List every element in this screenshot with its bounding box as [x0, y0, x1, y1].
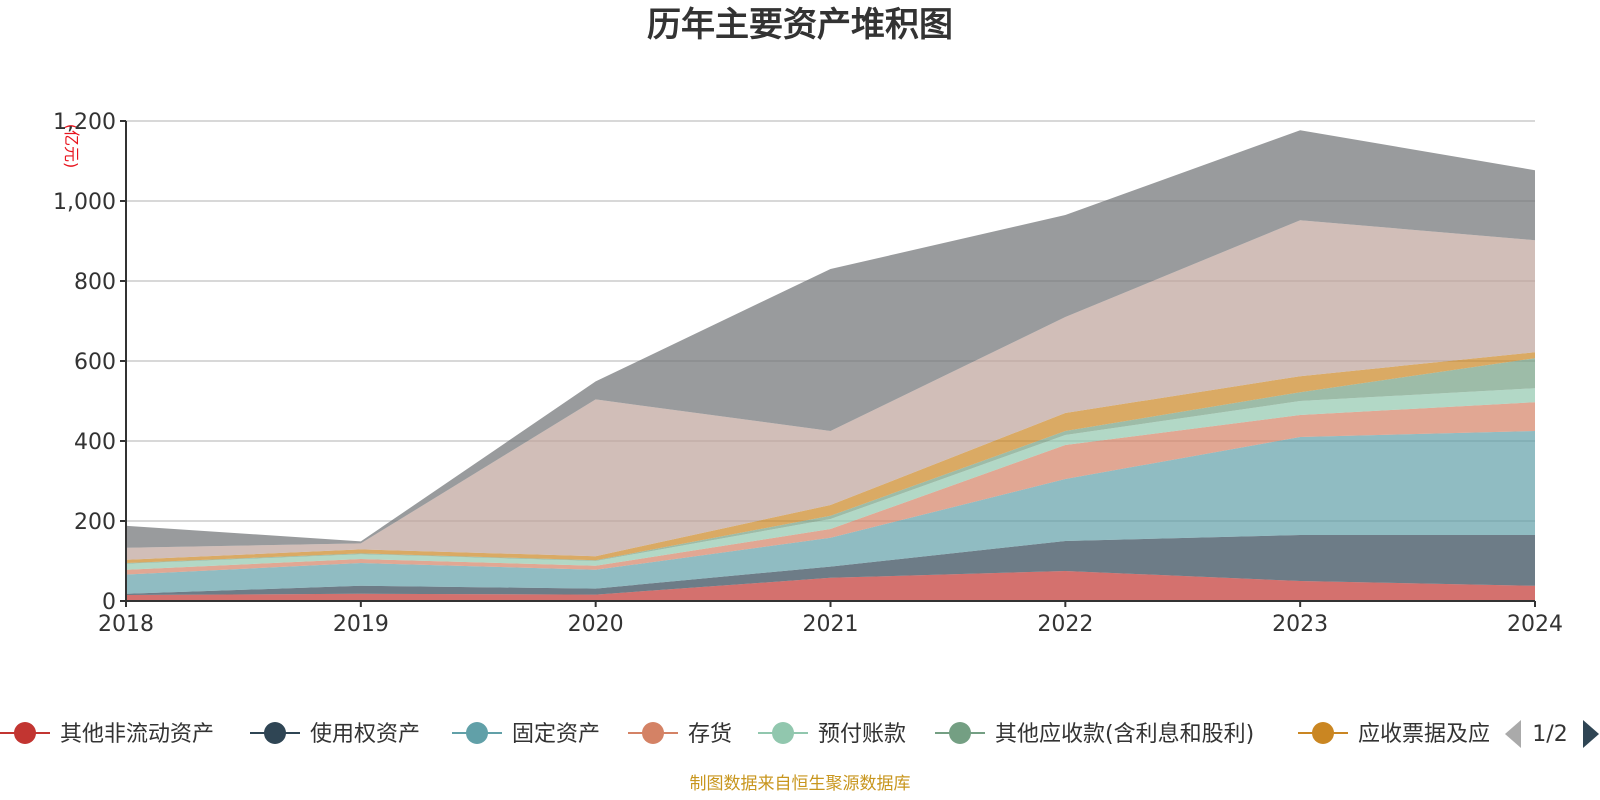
x-tick-label-6: 2024 — [1507, 612, 1563, 637]
area-series-2 — [126, 431, 1535, 594]
legend-label-0: 其他非流动资产 — [60, 722, 214, 747]
legend-label-6: 应收票据及应 — [1358, 722, 1490, 747]
x-tick-labels: 2018 2019 2020 2021 2022 2023 2024 — [98, 612, 1563, 637]
legend-marker-4 — [772, 722, 794, 744]
x-tick-label-3: 2021 — [803, 612, 859, 637]
y-tick-label-4: 800 — [74, 270, 116, 295]
area-series-0 — [126, 571, 1535, 601]
x-tick-label-4: 2022 — [1037, 612, 1093, 637]
legend-marker-1 — [264, 722, 286, 744]
legend-item-1[interactable]: 使用权资产 — [250, 722, 420, 747]
legend-label-5: 其他应收款(含利息和股利) — [995, 722, 1254, 747]
legend-marker-0 — [14, 722, 36, 744]
legend-item-3[interactable]: 存货 — [628, 722, 732, 747]
legend-next-page-icon[interactable] — [1583, 720, 1599, 748]
x-tick-label-2: 2020 — [568, 612, 624, 637]
chart-title: 历年主要资产堆积图 — [647, 5, 953, 45]
x-tick-label-1: 2019 — [333, 612, 389, 637]
source-note: 制图数据来自恒生聚源数据库 — [690, 774, 911, 794]
area-series-5 — [126, 358, 1535, 564]
legend-label-4: 预付账款 — [818, 722, 906, 747]
axes — [120, 120, 1536, 607]
legend-marker-5 — [949, 722, 971, 744]
area-series-8 — [126, 130, 1535, 548]
legend-marker-2 — [466, 722, 488, 744]
x-tick-label-5: 2023 — [1272, 612, 1328, 637]
area-series-3 — [126, 402, 1535, 575]
legend-marker-6 — [1312, 722, 1334, 744]
legend-label-3: 存货 — [688, 722, 732, 747]
legend-item-6[interactable]: 应收票据及应 — [1298, 722, 1490, 747]
legend: 其他非流动资产 使用权资产 固定资产 存货 预付账款 其他应收款(含利息和股利) 应收票据及… — [0, 722, 1490, 747]
legend-pager: 1/2 — [1505, 720, 1599, 748]
y-tick-label-5: 1,000 — [53, 190, 116, 215]
legend-item-2[interactable]: 固定资产 — [452, 722, 600, 747]
legend-marker-3 — [642, 722, 664, 744]
y-tick-label-1: 200 — [74, 510, 116, 535]
y-tick-label-0: 0 — [102, 590, 116, 615]
legend-page-indicator: 1/2 — [1532, 722, 1567, 747]
area-series-7 — [126, 220, 1535, 560]
y-axis-unit: (亿元) — [62, 124, 81, 169]
legend-item-0[interactable]: 其他非流动资产 — [0, 722, 214, 747]
y-tick-label-2: 400 — [74, 430, 116, 455]
area-series — [126, 130, 1535, 601]
area-series-1 — [126, 535, 1535, 595]
x-tick-label-0: 2018 — [98, 612, 154, 637]
area-series-4 — [126, 388, 1535, 570]
y-tick-label-6: 1,200 — [53, 110, 116, 135]
y-tick-label-3: 600 — [74, 350, 116, 375]
y-tick-labels: 0 200 400 600 800 1,000 1,200 — [53, 110, 116, 615]
legend-item-4[interactable]: 预付账款 — [758, 722, 906, 747]
legend-prev-page-icon[interactable] — [1505, 720, 1521, 748]
legend-label-2: 固定资产 — [512, 722, 600, 747]
area-series-6 — [126, 352, 1535, 563]
legend-label-1: 使用权资产 — [310, 722, 420, 747]
legend-item-5[interactable]: 其他应收款(含利息和股利) — [935, 722, 1254, 747]
